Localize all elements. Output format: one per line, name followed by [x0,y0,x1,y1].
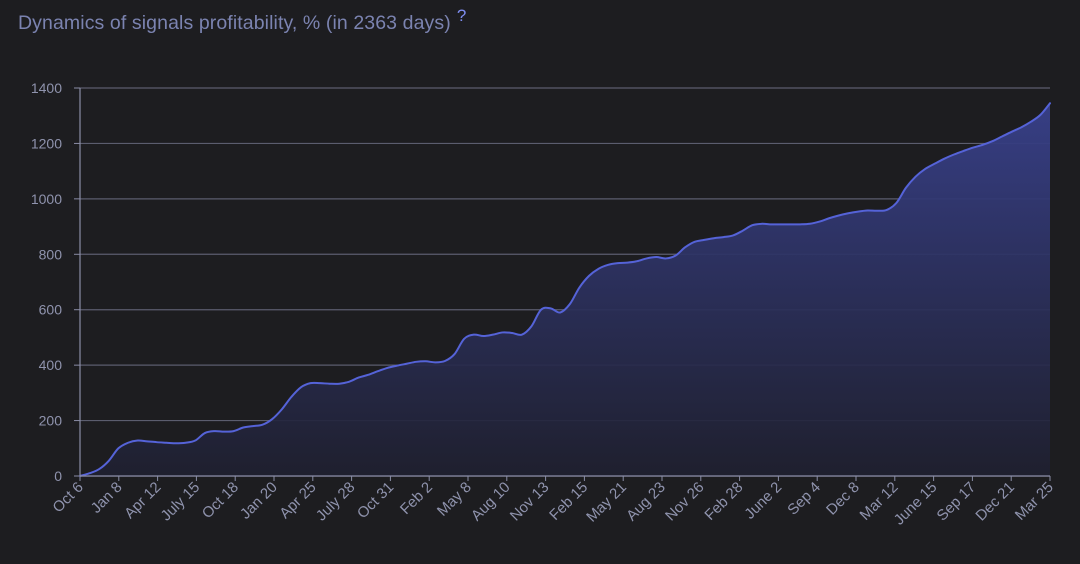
y-tick-label: 200 [39,413,63,429]
x-tick-label: Aug 10 [468,479,514,525]
x-tick-label: Apr 12 [121,479,164,522]
y-tick-label: 0 [54,468,62,484]
y-tick-label: 1200 [31,135,62,151]
x-tick-label: Dec 21 [972,479,1018,525]
x-tick-label: Aug 23 [623,479,669,525]
help-icon[interactable]: ? [456,6,467,25]
series-line-group [79,102,1051,477]
x-tick-label: Nov 13 [507,479,553,525]
x-tick-label: Jan 8 [88,479,126,517]
y-tick-label: 1400 [31,80,62,96]
x-tick-label: Sep 17 [934,479,980,525]
chart-title: Dynamics of signals profitability, % (in… [18,6,466,35]
x-tick-label: Oct 6 [49,479,86,516]
x-tick-label: Sep 4 [784,479,824,519]
y-tick-label: 400 [39,357,63,373]
x-tick-label: Apr 25 [276,479,319,522]
x-tick-label: June 15 [891,479,941,529]
series-area-fill [80,103,1050,477]
x-tick-label: Oct 31 [354,479,397,522]
x-tick-label: Nov 26 [662,479,708,525]
axes [79,88,1051,481]
x-tick-label: July 15 [158,479,204,525]
chart-title-text: Dynamics of signals profitability, % (in… [18,12,451,34]
area-fill-group [80,103,1050,477]
series-line[interactable] [79,102,1051,477]
x-tick-label: Oct 18 [199,479,242,522]
x-tick-label: Feb 2 [397,479,436,518]
x-tick-label: Jan 20 [237,479,281,523]
x-tick-label: Mar 25 [1012,479,1057,524]
x-tick-label: Feb 28 [701,479,746,524]
y-tick-label: 1000 [31,191,62,207]
x-tick-label: July 28 [313,479,359,525]
x-tick-label: June 2 [741,479,785,523]
x-tick-label: Feb 15 [546,479,591,524]
x-tick-label: May 21 [583,479,630,526]
y-tick-labels: 0 200 400 600 800 1000 1200 1400 [31,80,62,484]
y-tick-label: 600 [39,302,63,318]
y-tick-label: 800 [39,246,63,262]
